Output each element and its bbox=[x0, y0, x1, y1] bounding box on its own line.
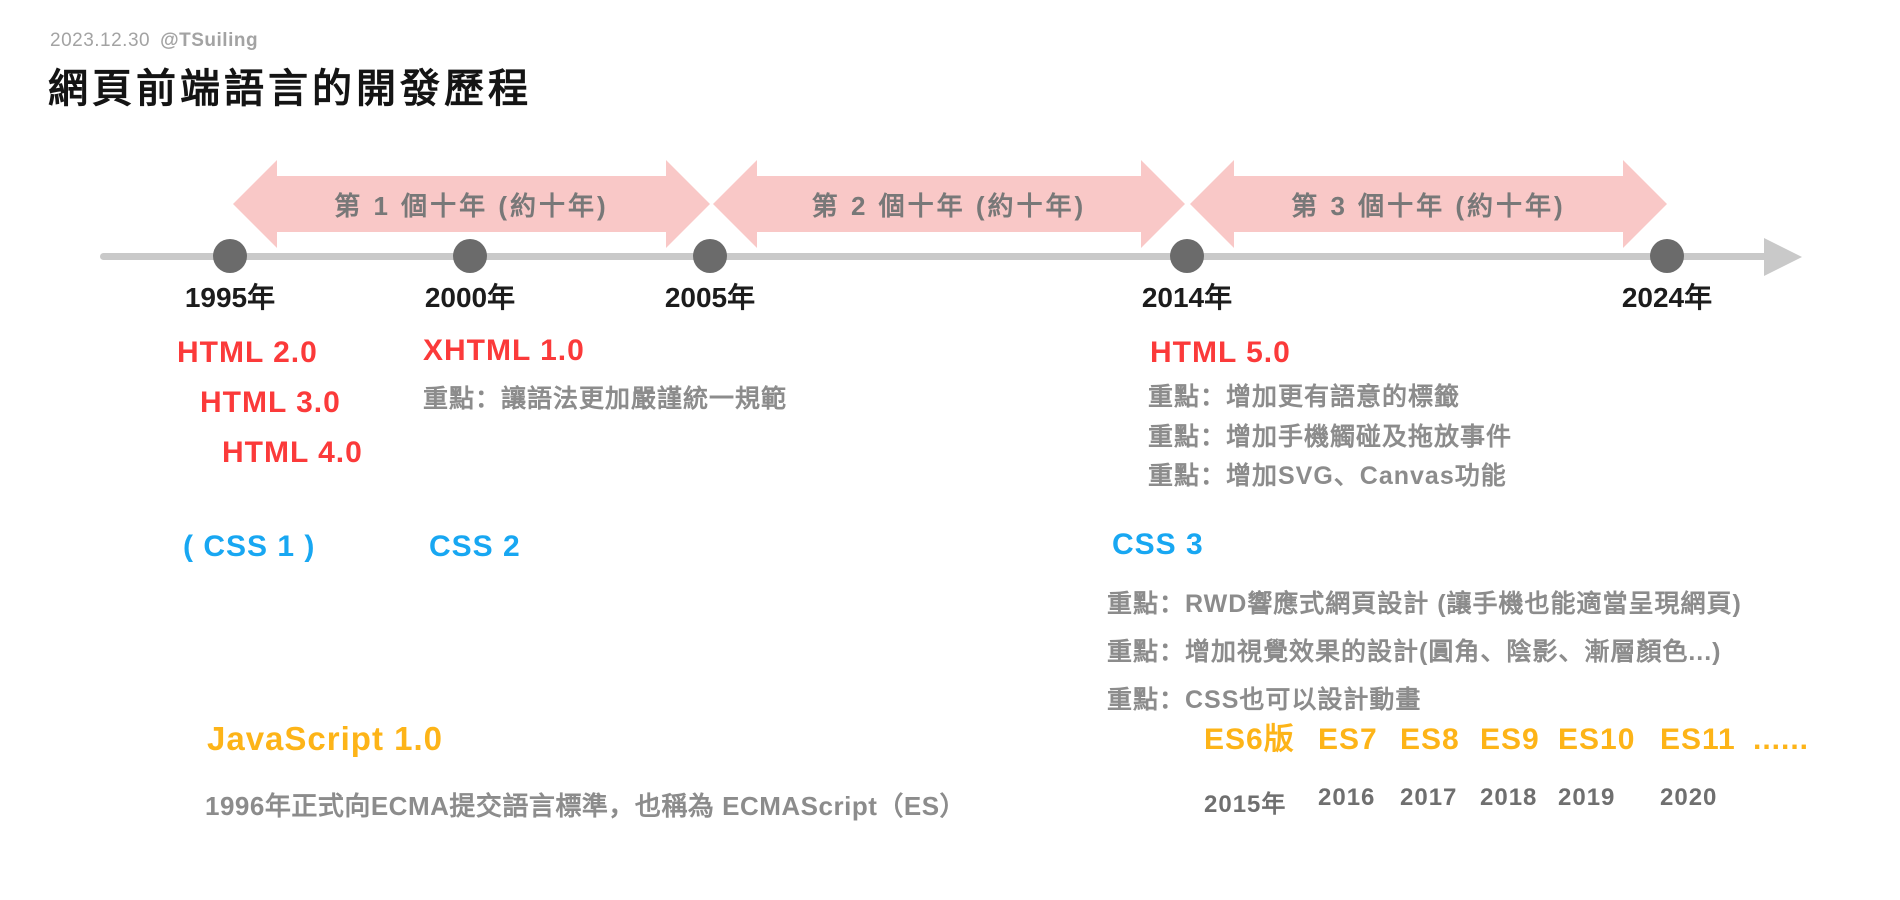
timeline-dot-1995 bbox=[213, 239, 247, 273]
es-name: ES8 bbox=[1400, 723, 1460, 756]
es-year: 2016 bbox=[1318, 784, 1376, 811]
es-column-ellipsis: ...... bbox=[1753, 722, 1809, 784]
css3-title: CSS 3 bbox=[1112, 528, 1204, 561]
es-year: 2017 bbox=[1400, 784, 1458, 811]
es-name: ...... bbox=[1753, 723, 1810, 756]
page-title: 網頁前端語言的開發歷程 bbox=[48, 67, 532, 111]
decade-arrow-3-label: 第 3 個十年 (約十年) bbox=[1291, 190, 1566, 221]
year-label-2005: 2005年 bbox=[664, 282, 756, 313]
timeline-dot-2005 bbox=[693, 239, 727, 273]
javascript-subtitle: 1996年正式向ECMA提交語言標準，也稱為 ECMAScript（ES） bbox=[205, 791, 967, 821]
es-name: ES7 bbox=[1318, 723, 1378, 756]
decade-arrow-3: 第 3 個十年 (約十年) bbox=[1190, 160, 1667, 248]
credit-line: 2023.12.30 @TSuiling bbox=[50, 30, 258, 52]
credit-date: 2023.12.30 bbox=[50, 30, 151, 51]
css2-label: CSS 2 bbox=[429, 530, 521, 563]
es-year: 2015年 bbox=[1204, 791, 1287, 818]
credit-handle: @TSuiling bbox=[160, 30, 259, 51]
year-label-1995: 1995年 bbox=[184, 282, 276, 313]
html5-title: HTML 5.0 bbox=[1150, 336, 1291, 369]
es-year: 2019 bbox=[1558, 784, 1616, 811]
year-label-2014: 2014年 bbox=[1141, 282, 1233, 313]
css3-notes: 重點：RWD響應式網頁設計 (讓手機也能適當呈現網頁) 重點：增加視覺效果的設計… bbox=[1107, 580, 1742, 724]
html4-label: HTML 4.0 bbox=[222, 436, 363, 469]
html2-label: HTML 2.0 bbox=[177, 336, 318, 369]
es-column-es10: ES10 2019 bbox=[1558, 722, 1635, 812]
es-name: ES9 bbox=[1480, 723, 1540, 756]
es-column-es7: ES7 2016 bbox=[1318, 722, 1378, 812]
timeline-dot-2000 bbox=[453, 239, 487, 273]
year-label-2000: 2000年 bbox=[424, 282, 516, 313]
timeline-dot-2014 bbox=[1170, 239, 1204, 273]
javascript-title: JavaScript 1.0 bbox=[207, 720, 443, 757]
es-column-es8: ES8 2017 bbox=[1400, 722, 1460, 812]
es-name: ES6版 bbox=[1204, 723, 1295, 756]
css1-label: ( CSS 1 ) bbox=[183, 530, 316, 563]
es-year: 2020 bbox=[1660, 784, 1718, 811]
xhtml-notes: 重點：讓語法更加嚴謹統一規範 bbox=[423, 380, 787, 419]
es-name: ES10 bbox=[1558, 723, 1636, 756]
timeline-line bbox=[100, 253, 1768, 260]
es-column-es6: ES6版 2015年 bbox=[1204, 722, 1295, 819]
xhtml-note-1: 重點：讓語法更加嚴謹統一規範 bbox=[423, 385, 788, 413]
decade-arrow-1: 第 1 個十年 (約十年) bbox=[233, 160, 710, 248]
xhtml-title: XHTML 1.0 bbox=[423, 334, 585, 367]
html5-note-3: 重點：增加SVG、Canvas功能 bbox=[1148, 462, 1507, 490]
timeline-dot-2024 bbox=[1650, 239, 1684, 273]
css3-note-1: 重點：RWD響應式網頁設計 (讓手機也能適當呈現網頁) bbox=[1107, 590, 1742, 618]
es-name: ES11 bbox=[1660, 723, 1736, 756]
es-year: 2018 bbox=[1480, 784, 1538, 811]
decade-arrow-2-label: 第 2 個十年 (約十年) bbox=[811, 190, 1087, 221]
html5-notes: 重點：增加更有語意的標籤 重點：增加手機觸碰及拖放事件 重點：增加SVG、Can… bbox=[1148, 378, 1512, 497]
decade-arrow-1-label: 第 1 個十年 (約十年) bbox=[334, 190, 609, 221]
html5-note-1: 重點：增加更有語意的標籤 bbox=[1148, 383, 1461, 411]
html5-note-2: 重點：增加手機觸碰及拖放事件 bbox=[1148, 422, 1513, 451]
es-column-es11: ES11 2020 bbox=[1660, 722, 1736, 812]
decade-arrow-2: 第 2 個十年 (約十年) bbox=[713, 160, 1185, 248]
es-column-es9: ES9 2018 bbox=[1480, 722, 1540, 812]
css3-note-3: 重點：CSS也可以設計動畫 bbox=[1107, 686, 1422, 714]
html3-label: HTML 3.0 bbox=[200, 386, 341, 419]
year-label-2024: 2024年 bbox=[1621, 282, 1713, 313]
css3-note-2: 重點：增加視覺效果的設計(圓角、陰影、漸層顏色...) bbox=[1107, 638, 1722, 666]
timeline-arrowhead-icon bbox=[1764, 238, 1802, 276]
